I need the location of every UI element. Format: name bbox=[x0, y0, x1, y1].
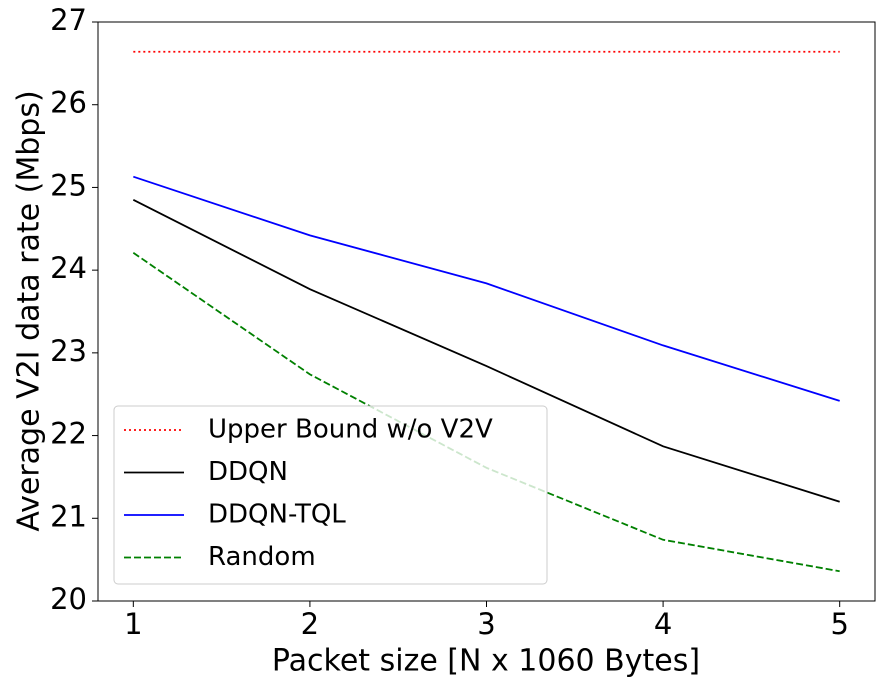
plot-frame bbox=[97, 21, 876, 602]
series-line bbox=[133, 175, 840, 402]
y-tick-label: 27 bbox=[50, 3, 87, 37]
legend-label: Upper Bound w/o V2V bbox=[208, 415, 493, 445]
y-tick-label: 23 bbox=[50, 334, 87, 368]
y-axis-label: Average V2I data rate (Mbps) bbox=[12, 90, 47, 531]
y-tick-label: 25 bbox=[50, 168, 87, 202]
x-axis-label: Packet size [N x 1060 Bytes] bbox=[272, 644, 700, 679]
legend-label: DDQN-TQL bbox=[208, 500, 346, 530]
y-tick-label: 24 bbox=[50, 251, 87, 285]
y-tick-label: 20 bbox=[50, 582, 87, 616]
x-tick-label: 5 bbox=[830, 607, 848, 641]
y-tick-label: 21 bbox=[50, 499, 87, 533]
x-tick-label: 1 bbox=[124, 607, 142, 641]
x-tick-label: 4 bbox=[654, 607, 672, 641]
legend-box bbox=[113, 405, 548, 585]
x-tick-label: 3 bbox=[477, 607, 495, 641]
y-tick-label: 22 bbox=[50, 417, 87, 451]
legend-label: Random bbox=[208, 542, 316, 572]
series-line bbox=[132, 199, 840, 503]
y-tick-label: 26 bbox=[50, 86, 87, 120]
x-tick-label: 2 bbox=[301, 607, 319, 641]
legend: Upper Bound w/o V2V DDQN DDQN-TQL Random bbox=[113, 405, 548, 585]
legend-label: DDQN bbox=[208, 457, 288, 487]
